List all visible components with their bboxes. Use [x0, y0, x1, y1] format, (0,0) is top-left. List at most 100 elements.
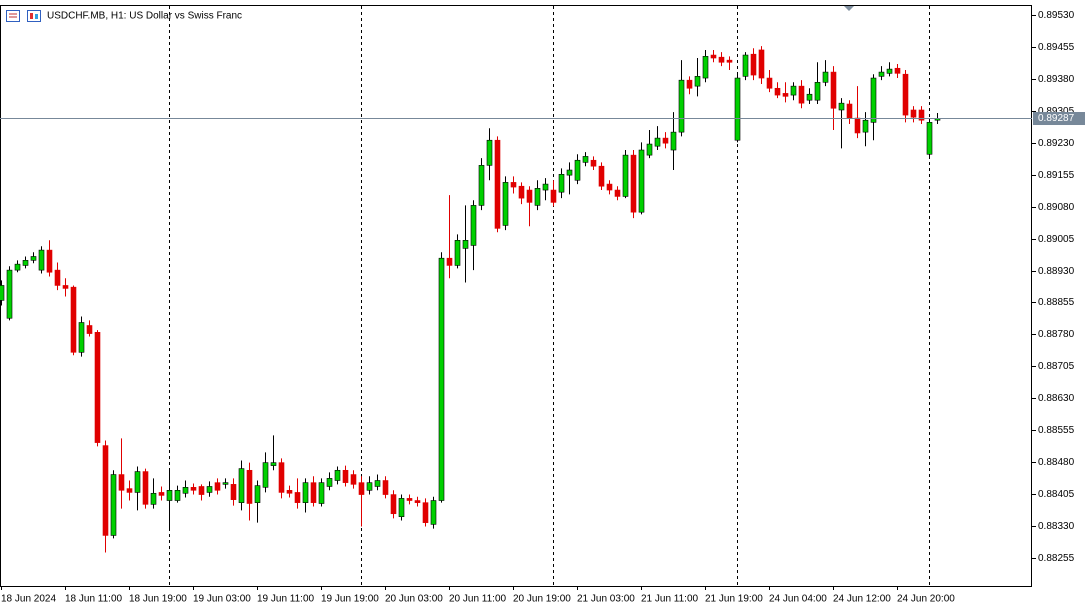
y-tick-label: 0.89455	[1038, 42, 1075, 53]
candle-body	[70, 286, 77, 353]
toolbar-icons	[6, 10, 41, 22]
candle-body	[502, 182, 509, 226]
candle-body	[542, 183, 549, 191]
candle-body	[534, 188, 541, 206]
y-tick-label: 0.88630	[1038, 393, 1075, 404]
y-tick-label: 0.89230	[1038, 138, 1075, 149]
y-tick-label: 0.88330	[1038, 521, 1075, 532]
candle-body	[390, 494, 397, 515]
candle-body	[766, 77, 773, 89]
candle-body	[310, 482, 317, 503]
candle-body	[158, 492, 165, 496]
candle-body	[294, 492, 301, 503]
candle-body	[78, 322, 85, 353]
candle-body	[406, 498, 413, 501]
candle-body	[798, 85, 805, 104]
candle-body	[358, 482, 365, 495]
candle-body	[270, 462, 277, 466]
candle-body	[278, 462, 285, 493]
candle-body	[342, 469, 349, 483]
candle-body	[422, 502, 429, 523]
candle-body	[118, 474, 125, 491]
candle-body	[6, 269, 13, 319]
candle-body	[302, 482, 309, 503]
candle-body	[566, 169, 573, 176]
y-tick-label: 0.89380	[1038, 74, 1075, 85]
candle-body	[862, 119, 869, 133]
x-tick-label: 19 Jun 19:00	[321, 594, 379, 605]
candle-body	[62, 285, 69, 289]
candle-body	[838, 102, 845, 111]
candle-body	[334, 469, 341, 481]
x-tick-label: 18 Jun 2024	[1, 594, 56, 605]
candle-body	[526, 189, 533, 203]
x-tick-label: 20 Jun 11:00	[449, 594, 507, 605]
candle-body	[726, 59, 733, 63]
candle-body	[94, 331, 101, 443]
candle-body	[382, 480, 389, 495]
candle-body	[166, 490, 173, 501]
candle-body	[550, 189, 557, 203]
candle-body	[214, 482, 221, 491]
candle-body	[630, 154, 637, 213]
candle-body	[678, 79, 685, 133]
candle-body	[246, 469, 253, 504]
candle-body	[254, 485, 261, 503]
candle-body	[0, 285, 5, 301]
candle-body	[446, 257, 453, 266]
candle-body	[830, 71, 837, 109]
y-tick-label: 0.88930	[1038, 266, 1075, 277]
candle-body	[38, 249, 45, 271]
candle-body	[902, 73, 909, 116]
candle-body	[742, 54, 749, 77]
y-tick-label: 0.89305	[1038, 106, 1075, 117]
candle-body	[102, 445, 109, 536]
x-tick-label: 18 Jun 11:00	[65, 594, 123, 605]
x-tick-label: 24 Jun 20:00	[897, 594, 955, 605]
candle-body	[54, 269, 61, 286]
candle-body	[198, 486, 205, 495]
candle-body	[430, 500, 437, 525]
candle-body	[614, 189, 621, 197]
candle-body	[774, 87, 781, 96]
candle-body	[854, 117, 861, 134]
candle-body	[142, 471, 149, 505]
x-tick-label: 21 Jun 03:00	[577, 594, 635, 605]
candle-body	[846, 103, 853, 119]
candle-body	[126, 488, 133, 493]
icon-chart[interactable]	[27, 10, 41, 22]
candle-body	[582, 156, 589, 163]
y-tick-label: 0.88705	[1038, 361, 1075, 372]
candle-body	[286, 490, 293, 494]
candle-body	[870, 77, 877, 123]
candle-body	[374, 480, 381, 487]
y-tick-label: 0.89080	[1038, 202, 1075, 213]
candle-body	[14, 263, 21, 271]
candle-body	[326, 478, 333, 487]
x-tick-label: 24 Jun 12:00	[833, 594, 891, 605]
y-tick-label: 0.89155	[1038, 170, 1075, 181]
candle-body	[606, 183, 613, 191]
x-tick-label: 20 Jun 03:00	[385, 594, 443, 605]
candle-body	[878, 71, 885, 77]
x-tick-label: 19 Jun 03:00	[193, 594, 251, 605]
candle-body	[22, 260, 29, 266]
candle-body	[222, 482, 229, 485]
candle-body	[686, 79, 693, 89]
candle-body	[806, 93, 813, 101]
candle-body	[918, 109, 925, 121]
x-tick-label: 24 Jun 04:00	[769, 594, 827, 605]
candle-body	[206, 486, 213, 493]
current-price-box	[1033, 112, 1085, 126]
candle-body	[262, 462, 269, 488]
candle-body	[150, 492, 157, 505]
candle-body	[822, 71, 829, 83]
chart-title: USDCHF.MB, H1: US Dollar vs Swiss Franc	[47, 11, 242, 22]
icon-list[interactable]	[6, 10, 20, 22]
shift-marker[interactable]	[844, 6, 854, 11]
candle-body	[734, 77, 741, 141]
candle-body	[710, 54, 717, 59]
candle-body	[478, 165, 485, 206]
